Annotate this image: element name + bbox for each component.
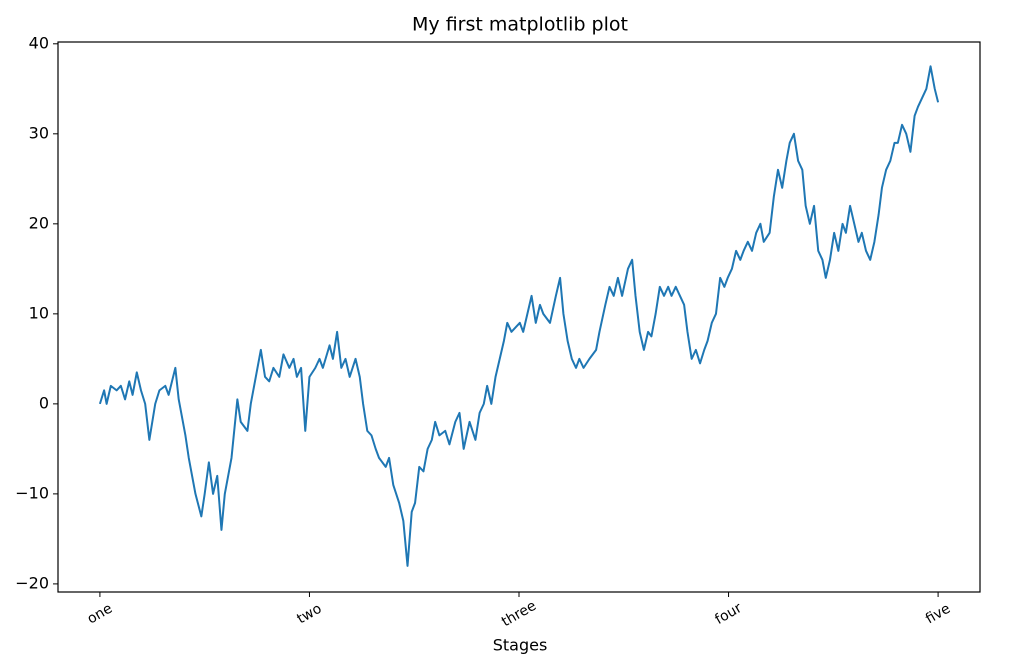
- y-tick-label: 10: [29, 303, 49, 322]
- x-tick-label: five: [923, 601, 953, 628]
- data-line: [98, 65, 940, 567]
- y-tick-label: 0: [39, 393, 49, 412]
- y-tick-label: 30: [29, 123, 49, 142]
- y-tick-label: 40: [29, 33, 49, 52]
- x-tick-label: four: [712, 600, 745, 628]
- y-tick-label: 20: [29, 213, 49, 232]
- x-tick-label: two: [294, 601, 324, 628]
- x-tick-label: three: [499, 598, 539, 630]
- chart-title: My first matplotlib plot: [412, 14, 628, 36]
- y-tick-label: −20: [15, 573, 49, 592]
- x-axis-label: Stages: [493, 636, 548, 655]
- x-tick-label: one: [85, 601, 116, 628]
- y-tick-label: −10: [15, 483, 49, 502]
- plot-frame: [57, 41, 981, 593]
